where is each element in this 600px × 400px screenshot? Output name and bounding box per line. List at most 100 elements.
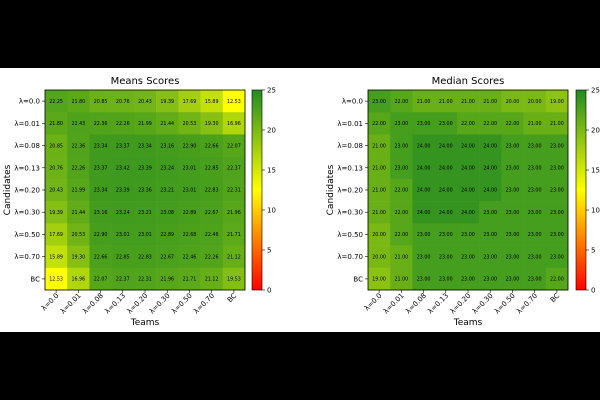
colorbar-tick-label: 25 (267, 87, 276, 95)
heatmap-cell (111, 245, 135, 269)
cell-value-label: 22.00 (394, 99, 408, 105)
heatmap-cell (45, 90, 68, 113)
cell-value-label: 19.30 (205, 121, 219, 127)
heatmap-cell (156, 134, 179, 157)
cell-value-label: 22.00 (483, 121, 497, 127)
heatmap-cell (222, 267, 246, 291)
heatmap-cell (479, 134, 502, 157)
heatmap-cell (200, 223, 224, 246)
cell-value-label: 20.43 (138, 99, 152, 105)
cell-value-label: 22.00 (461, 121, 475, 127)
cell-value-label: 24.00 (461, 143, 475, 149)
cell-value-label: 23.00 (550, 232, 564, 238)
colorbar-tick-label: 5 (267, 247, 271, 255)
heatmap-cell (456, 90, 480, 113)
heatmap-cell (390, 267, 413, 291)
heatmap-cell (133, 245, 157, 269)
heatmap-cell (456, 245, 480, 269)
heatmap-cell (67, 245, 90, 269)
cell-value-label: 22.31 (227, 188, 241, 194)
cell-value-label: 22.66 (205, 143, 219, 149)
heatmap-cell (523, 201, 547, 224)
colorbar-tick-label: 25 (591, 87, 600, 95)
cell-value-label: 21.99 (138, 121, 152, 127)
chart-title-2: Median Scores (432, 76, 505, 87)
cell-value-label: 22.85 (116, 254, 130, 260)
cell-value-label: 23.00 (417, 232, 431, 238)
cell-value-label: 22.46 (205, 232, 219, 238)
heatmap-cell (45, 112, 68, 135)
cell-value-label: 23.24 (116, 210, 130, 216)
cell-value-label: 22.83 (138, 254, 152, 260)
heatmap-cell (111, 90, 135, 113)
heatmap-cell (479, 178, 502, 202)
y-tick-label: λ=0.0 (19, 98, 40, 106)
cell-value-label: 24.00 (483, 143, 497, 149)
x-tick-label: λ=0.30 (148, 292, 172, 316)
heatmap-cell (456, 134, 480, 157)
cell-value-label: 21.00 (372, 165, 386, 171)
heatmap-cell (390, 201, 413, 224)
x-tick-label: λ=0.13 (103, 292, 127, 316)
heatmap-cell (111, 156, 135, 180)
cell-value-label: 21.00 (372, 143, 386, 149)
heatmap-cell (390, 223, 413, 246)
heatmap-cell (156, 201, 179, 224)
cell-value-label: 19.00 (372, 277, 386, 283)
heatmap-cell (133, 178, 157, 202)
cell-value-label: 23.34 (138, 143, 152, 149)
cell-value-label: 23.37 (116, 143, 130, 149)
colorbar-tick-label: 20 (267, 127, 276, 135)
heatmap-cell (133, 267, 157, 291)
x-tick-label: λ=0.08 (404, 292, 428, 316)
heatmap-cell (222, 178, 246, 202)
cell-value-label: 23.00 (528, 254, 542, 260)
cell-value-label: 23.00 (417, 254, 431, 260)
colorbar-tick-label: 15 (267, 167, 276, 175)
y-axis-label: Candidates (3, 164, 13, 215)
heatmap-cell (133, 90, 157, 113)
heatmap-cell (111, 134, 135, 157)
cell-value-label: 23.00 (550, 210, 564, 216)
heatmap-cell (545, 156, 569, 180)
heatmap-cell (178, 245, 201, 269)
heatmap-cell (222, 245, 246, 269)
cell-value-label: 23.00 (461, 232, 475, 238)
cell-value-label: 23.00 (394, 143, 408, 149)
cell-value-label: 22.25 (49, 99, 63, 105)
cell-value-label: 20.00 (506, 99, 520, 105)
cell-value-label: 21.00 (417, 99, 431, 105)
heatmap-cell (501, 90, 524, 113)
y-tick-label: λ=0.13 (337, 164, 363, 172)
heatmap-cell (523, 245, 547, 269)
cell-value-label: 22.36 (71, 143, 85, 149)
cell-value-label: 23.01 (116, 232, 130, 238)
heatmap-cell (133, 134, 157, 157)
heatmap-cell (545, 90, 569, 113)
heatmap-cell (222, 201, 246, 224)
cell-value-label: 23.00 (528, 210, 542, 216)
cell-value-label: 23.00 (439, 121, 453, 127)
x-tick-label: λ=0.0 (363, 292, 384, 313)
x-tick-label: BC (549, 292, 562, 305)
cell-value-label: 23.08 (160, 210, 174, 216)
cell-value-label: 23.00 (439, 277, 453, 283)
cell-value-label: 23.36 (138, 188, 152, 194)
y-tick-label: λ=0.70 (337, 253, 363, 261)
cell-value-label: 16.96 (71, 277, 85, 283)
x-tick-label: λ=0.0 (40, 292, 61, 313)
heatmap-cell (67, 134, 90, 157)
heatmap-cell (89, 267, 112, 291)
cell-value-label: 23.00 (483, 210, 497, 216)
heatmap-cell (412, 156, 435, 180)
heatmap-cell (523, 112, 547, 135)
heatmap-cell (111, 223, 135, 246)
heatmap-cell (45, 223, 68, 246)
cell-value-label: 22.00 (394, 188, 408, 194)
colorbar-tick-label: 5 (591, 247, 595, 255)
cell-value-label: 21.00 (550, 121, 564, 127)
heatmap-cell (111, 267, 135, 291)
cell-value-label: 22.67 (160, 254, 174, 260)
heatmap-cell (89, 112, 112, 135)
heatmap-cell (501, 112, 524, 135)
